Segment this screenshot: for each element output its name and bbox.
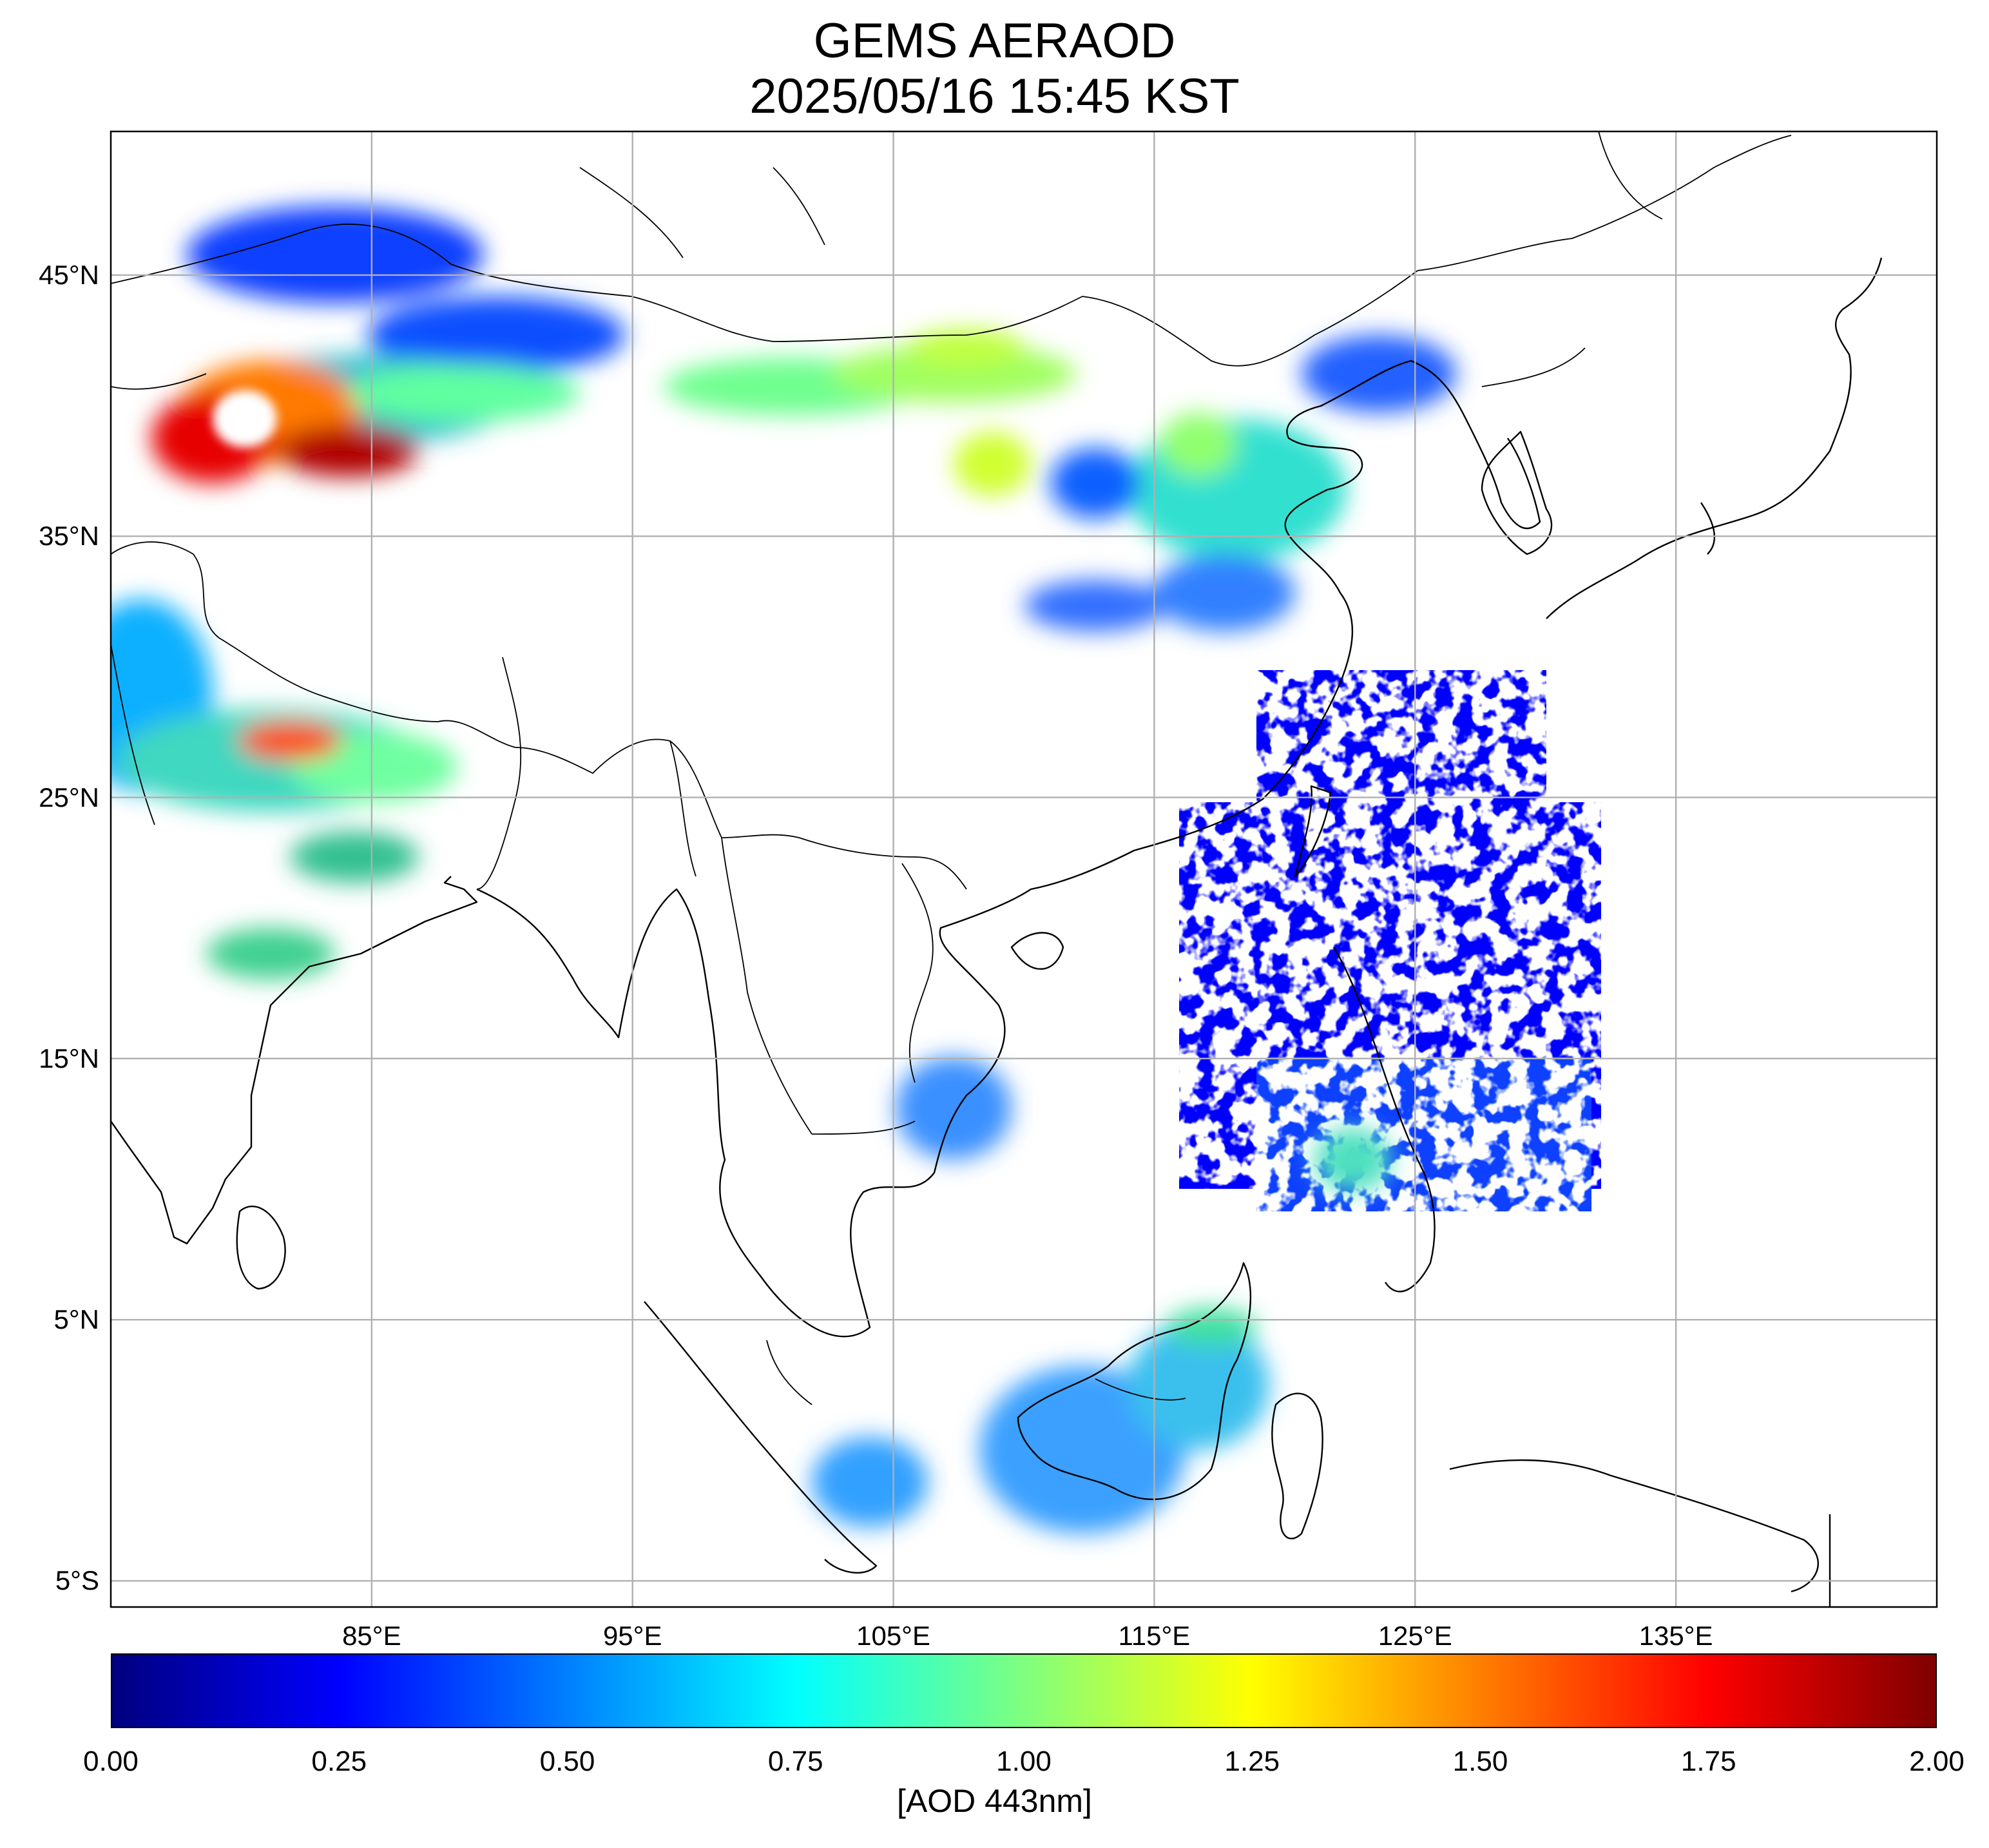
lon-tick-label: 105°E <box>856 1621 930 1651</box>
lat-tick-label: 5°S <box>55 1565 99 1596</box>
lon-tick-label: 95°E <box>602 1621 662 1651</box>
lon-tick-label: 135°E <box>1638 1621 1713 1651</box>
lat-tick-label: 15°N <box>39 1043 99 1073</box>
country-boundaries <box>111 131 1792 1405</box>
lat-tick-label: 25°N <box>39 782 99 813</box>
map-frame <box>110 130 1938 1608</box>
colorbar-tick-label: 1.75 <box>1680 1746 1736 1777</box>
colorbar-tick-label: 1.50 <box>1452 1746 1508 1777</box>
aod-field <box>111 206 1601 1534</box>
colorbar-tick-label: 0.00 <box>83 1746 139 1777</box>
lon-tick-label: 85°E <box>342 1621 401 1651</box>
lat-tick-label: 5°N <box>53 1304 100 1335</box>
colorbar-tick-label: 0.25 <box>311 1746 367 1777</box>
lat-tick-label: 35°N <box>39 521 99 552</box>
lon-tick-label: 125°E <box>1378 1621 1452 1651</box>
lon-tick-label: 115°E <box>1118 1621 1191 1651</box>
coastlines <box>111 257 1883 1607</box>
colorbar-tick-label: 0.75 <box>767 1746 823 1777</box>
colorbar <box>111 1653 1937 1728</box>
map-title: GEMS AERAOD <box>813 14 1176 68</box>
colorbar-tick-label: 1.00 <box>996 1746 1052 1777</box>
colorbar-tick-label: 1.25 <box>1224 1746 1280 1777</box>
lat-tick-label: 45°N <box>39 259 99 290</box>
colorbar-tick-label: 0.50 <box>539 1746 595 1777</box>
colorbar-tick-label: 2.00 <box>1909 1746 1965 1777</box>
colorbar-label: [AOD 443nm] <box>897 1783 1092 1819</box>
map-subtitle-datetime: 2025/05/16 15:45 KST <box>749 69 1240 124</box>
graticule <box>111 131 1937 1607</box>
